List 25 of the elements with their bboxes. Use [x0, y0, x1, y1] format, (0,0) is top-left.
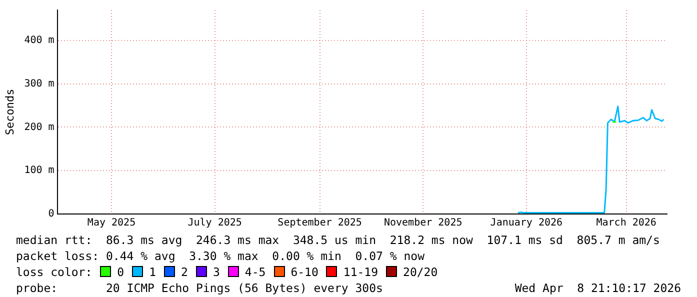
x-tick-label: September 2025	[278, 218, 362, 229]
y-tick-label: 300 m	[24, 78, 54, 90]
text: packet loss: 0.44 % avg 3.30 % max 0.00 % min 0.07 % now	[16, 248, 424, 264]
legend-label: 0	[117, 265, 124, 279]
legend-title: loss color:	[16, 265, 92, 279]
legend-label: 6-10	[290, 265, 318, 279]
y-tick-label: 400 m	[24, 34, 54, 46]
legend-label: 4-5	[244, 265, 266, 279]
x-tick-label: March 2026	[596, 218, 656, 229]
y-axis-title: Seconds	[3, 88, 16, 136]
legend-label: 3	[212, 265, 220, 279]
x-tick-label: July 2025	[188, 218, 242, 229]
text: Wed Apr 8 21:10:17 2026	[514, 280, 681, 296]
y-tick-label: 200 m	[24, 122, 54, 133]
x-tick-label: May 2025	[87, 218, 136, 229]
legend-label: 1	[149, 265, 156, 279]
legend-label: 20/20	[403, 265, 438, 279]
text: probe: 20 ICMP Echo Pings (56 Bytes) every 300s	[16, 280, 383, 296]
legend-label: 11-19	[343, 265, 378, 279]
x-tick-label: January 2026	[490, 218, 563, 229]
y-tick-label: 100 m	[24, 165, 54, 176]
text: median rtt: 86.3 ms avg 246.3 ms max 348.5 us min 218.2 ms now 107.1 ms sd 805.7 m am/s	[16, 232, 660, 248]
y-tick-label: 0	[48, 208, 54, 220]
x-tick-label: November 2025	[384, 218, 462, 229]
legend-label: 2	[181, 265, 188, 279]
